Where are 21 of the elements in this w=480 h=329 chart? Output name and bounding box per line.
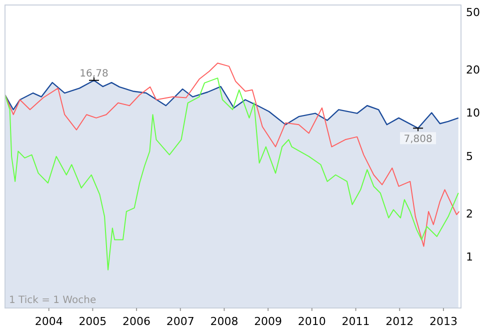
x-tick-label: 2010 — [298, 315, 326, 328]
y-tick-label: 1 — [466, 250, 473, 264]
x-tick-label: 2006 — [122, 315, 151, 328]
x-tick-label: 2008 — [210, 315, 238, 328]
annotation: 7,808 — [404, 134, 432, 146]
y-tick-label: 20 — [466, 63, 480, 76]
y-tick-label: 10 — [466, 106, 480, 120]
x-tick-label: 2004 — [34, 315, 63, 328]
y-tick-label: 2 — [466, 207, 473, 220]
x-tick-label: 2005 — [78, 315, 107, 328]
x-tick-label: 2013 — [429, 315, 458, 328]
x-tick-label: 2009 — [254, 315, 282, 328]
annotation: 1 Tick = 1 Woche — [9, 295, 96, 306]
y-tick-label: 50 — [466, 6, 480, 20]
x-tick-label: 2012 — [386, 315, 414, 328]
line-series — [4, 78, 459, 270]
x-tick-label: 2007 — [166, 315, 194, 328]
y-tick-label: 5 — [466, 150, 473, 164]
line-series — [4, 62, 460, 247]
x-tick-label: 2011 — [342, 315, 370, 328]
annotation: 16,78 — [80, 68, 108, 80]
